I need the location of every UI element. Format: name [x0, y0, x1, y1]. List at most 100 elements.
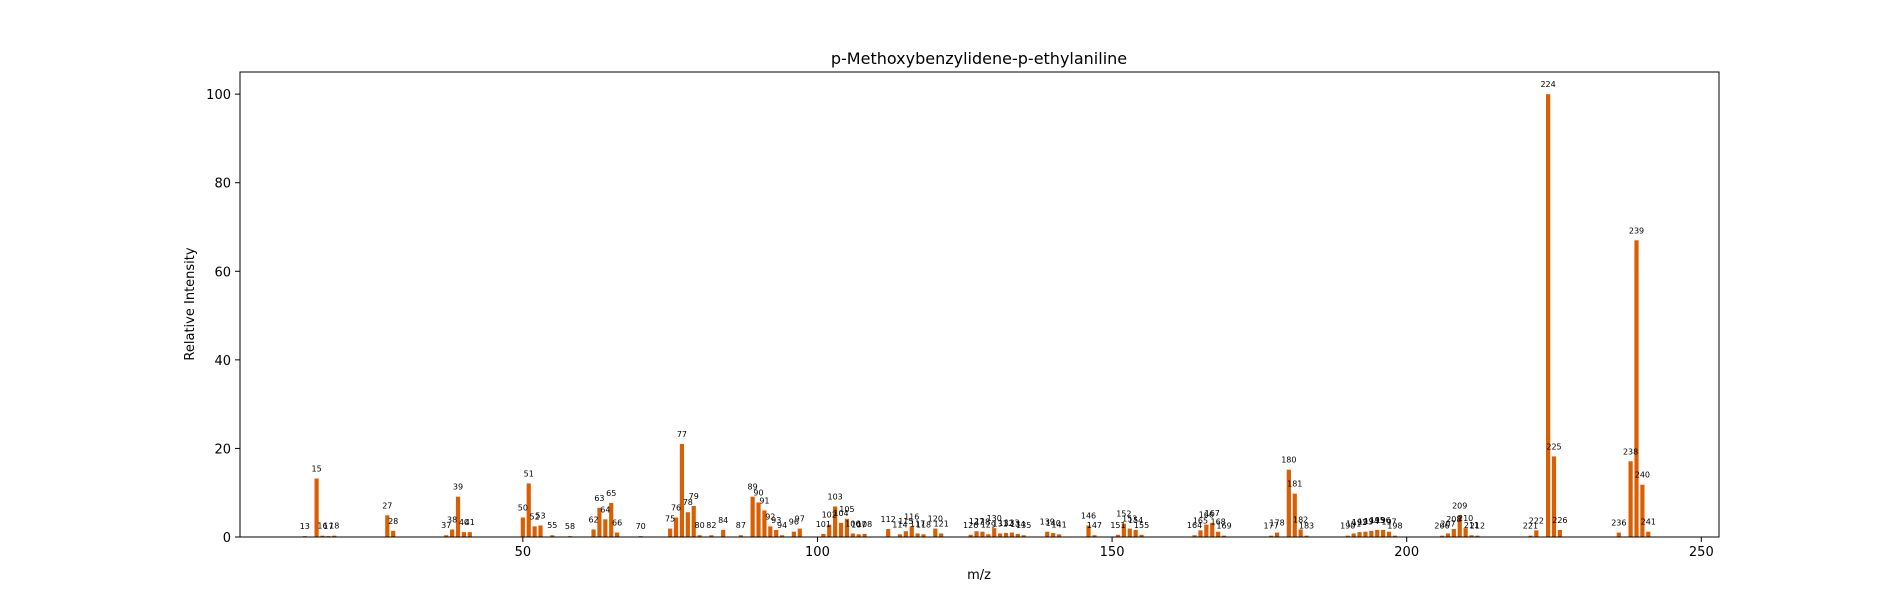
peak-bar-192 — [1357, 532, 1362, 537]
peak-label-16: 16 — [317, 522, 327, 531]
peak-label-192: 192 — [1352, 518, 1367, 527]
y-axis: 0 20 40 60 80 100 — [206, 88, 240, 546]
peak-label-131: 131 — [992, 519, 1007, 528]
peak-bar-135 — [1021, 535, 1026, 537]
peak-bar-181 — [1292, 493, 1297, 537]
peak-bar-55 — [550, 535, 555, 537]
peak-label-147: 147 — [1087, 521, 1102, 530]
x-axis-label: m/z — [967, 568, 991, 583]
peak-label-155: 155 — [1134, 521, 1149, 530]
peak-bar-101 — [821, 533, 826, 537]
peak-label-87: 87 — [736, 521, 746, 530]
peak-label-183: 183 — [1299, 522, 1314, 531]
peak-label-134: 134 — [1010, 520, 1025, 529]
peak-bar-120 — [933, 528, 938, 537]
peak-bar-210 — [1463, 528, 1468, 537]
peak-label-197: 197 — [1381, 518, 1396, 527]
peak-bar-165 — [1198, 530, 1203, 537]
peak-label-168: 168 — [1210, 518, 1225, 527]
peak-label-181: 181 — [1287, 480, 1302, 489]
peak-label-51: 51 — [524, 469, 534, 478]
peak-bar-132 — [1003, 533, 1009, 537]
peak-label-106: 106 — [845, 519, 860, 528]
peak-bar-167 — [1210, 522, 1215, 537]
peak-label-165: 165 — [1193, 516, 1208, 525]
peak-bar-140 — [1051, 533, 1056, 537]
peak-label-79: 79 — [689, 492, 699, 501]
peak-label-92: 92 — [765, 512, 775, 521]
peak-label-103: 103 — [827, 492, 842, 501]
peak-bar-241 — [1646, 531, 1651, 537]
peak-label-104: 104 — [833, 509, 848, 518]
peak-label-209: 209 — [1452, 501, 1467, 510]
peak-bar-177 — [1269, 535, 1274, 537]
peak-label-105: 105 — [839, 505, 854, 514]
peak-label-151: 151 — [1110, 521, 1125, 530]
peak-bar-65 — [609, 502, 614, 537]
peak-bar-50 — [520, 517, 525, 537]
peak-label-141: 141 — [1051, 520, 1066, 529]
peak-bar-222 — [1534, 530, 1539, 537]
y-tick-label-0: 0 — [223, 531, 231, 546]
peak-bar-155 — [1139, 534, 1144, 537]
peak-label-208: 208 — [1446, 515, 1461, 524]
peak-label-66: 66 — [612, 519, 622, 528]
peak-label-222: 222 — [1529, 516, 1544, 525]
peak-label-212: 212 — [1470, 522, 1485, 531]
peak-bar-224 — [1546, 94, 1551, 537]
peak-label-127: 127 — [969, 517, 984, 526]
peak-label-53: 53 — [535, 511, 545, 520]
peak-bar-92 — [768, 526, 773, 537]
peak-bar-191 — [1351, 533, 1356, 537]
peak-label-18: 18 — [329, 522, 339, 531]
peak-bar-206 — [1439, 535, 1445, 537]
peak-bar-116 — [909, 526, 914, 537]
peak-bar-236 — [1616, 532, 1621, 537]
y-axis-label: Relative Intensity — [183, 247, 198, 360]
x-tick-label-150: 150 — [1100, 545, 1125, 560]
peak-bar-134 — [1015, 533, 1020, 537]
peak-bar-16 — [320, 535, 325, 537]
peak-bar-146 — [1086, 525, 1091, 537]
peak-bar-114 — [897, 534, 903, 537]
peak-bar-40 — [461, 532, 467, 537]
peak-label-154: 154 — [1128, 516, 1143, 525]
peak-label-41: 41 — [465, 518, 475, 527]
peak-label-102: 102 — [822, 511, 837, 520]
x-tick-label-250: 250 — [1689, 545, 1714, 560]
peak-bar-240 — [1640, 484, 1645, 537]
peak-label-166: 166 — [1199, 511, 1214, 520]
peak-label-84: 84 — [718, 516, 728, 525]
peak-bar-41 — [467, 532, 472, 537]
peak-bar-194 — [1369, 530, 1374, 537]
peak-label-152: 152 — [1116, 510, 1131, 519]
peak-bar-103 — [833, 506, 838, 537]
peak-label-211: 211 — [1464, 521, 1479, 530]
peak-label-140: 140 — [1046, 519, 1061, 528]
peak-label-196: 196 — [1375, 516, 1390, 525]
peak-label-62: 62 — [588, 515, 598, 524]
peak-bar-94 — [780, 535, 785, 537]
peak-label-195: 195 — [1370, 516, 1385, 525]
x-tick-label-50: 50 — [515, 545, 532, 560]
peak-bar-152 — [1121, 523, 1126, 537]
peak-label-94: 94 — [777, 521, 787, 530]
peak-label-13: 13 — [300, 522, 310, 531]
peak-label-55: 55 — [547, 521, 557, 530]
peak-bar-128 — [980, 531, 985, 537]
peak-bar-80 — [697, 535, 702, 537]
peak-bar-126 — [968, 534, 973, 537]
peak-label-65: 65 — [606, 489, 616, 498]
peak-label-169: 169 — [1216, 522, 1231, 531]
peak-label-91: 91 — [759, 496, 769, 505]
peak-label-96: 96 — [789, 518, 799, 527]
peak-bar-168 — [1216, 531, 1221, 537]
peak-bar-207 — [1445, 533, 1451, 537]
peak-label-130: 130 — [987, 514, 1002, 523]
peak-label-90: 90 — [753, 488, 763, 497]
peak-bar-166 — [1204, 524, 1209, 537]
peak-label-178: 178 — [1269, 519, 1284, 528]
peak-label-82: 82 — [706, 521, 716, 530]
